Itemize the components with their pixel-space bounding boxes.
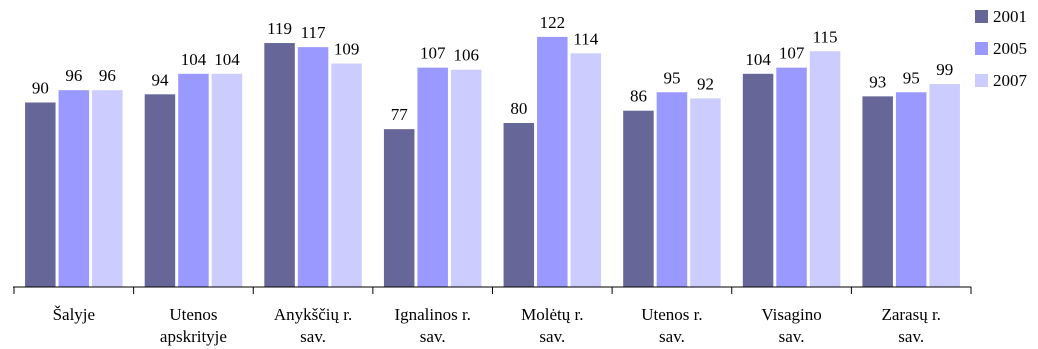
bar-2001-7 xyxy=(862,96,893,287)
bar-2007-4 xyxy=(570,53,602,287)
legend-label-2007: 2007 xyxy=(993,71,1028,90)
bar-2005-4 xyxy=(537,36,568,288)
category-label-2: Anykščių r. sav. xyxy=(274,305,352,346)
value-label-2007-1: 104 xyxy=(214,50,240,69)
bar-2005-1 xyxy=(178,73,209,287)
bar-2001-6 xyxy=(742,73,774,287)
category-label-1: Utenos apskrityje xyxy=(160,305,227,346)
bar-2005-3 xyxy=(417,67,448,288)
value-label-2007-3: 106 xyxy=(453,46,479,65)
x-axis xyxy=(13,286,972,294)
bar-2005-5 xyxy=(656,92,688,287)
value-label-2001-2: 119 xyxy=(267,19,292,38)
value-label-2005-2: 117 xyxy=(301,23,326,42)
legend-label-2001: 2001 xyxy=(993,7,1027,26)
value-label-2001-1: 94 xyxy=(151,70,169,89)
bar-2001-4 xyxy=(503,123,535,287)
legend-swatch-2007 xyxy=(975,74,988,87)
bar-2001-0 xyxy=(25,102,56,287)
value-label-2007-2: 109 xyxy=(334,40,360,59)
legend-label-2005: 2005 xyxy=(993,39,1027,58)
category-label-4: Molėtų r. sav. xyxy=(521,305,583,346)
value-label-2007-4: 114 xyxy=(573,29,598,48)
category-labels-group: Šalyje Utenos apskrityje Anykščių r. sav. Ign… xyxy=(53,305,941,346)
bar-2007-1 xyxy=(211,73,243,287)
category-label-0: Šalyje xyxy=(53,305,96,324)
bar-2007-6 xyxy=(809,51,841,287)
value-label-2001-4: 80 xyxy=(510,99,527,118)
category-label-5: Utenos r. sav. xyxy=(641,305,702,346)
bar-2007-3 xyxy=(450,69,482,287)
value-label-2005-4: 122 xyxy=(540,13,566,32)
value-label-2001-5: 86 xyxy=(630,87,647,106)
bar-2007-0 xyxy=(92,90,123,287)
value-label-2005-3: 107 xyxy=(420,44,446,63)
value-labels-group: 90 96 96 94 104 104 119 117 109 77 107 106 80 122 114 8… xyxy=(32,13,953,124)
value-label-2001-3: 77 xyxy=(391,105,409,124)
value-label-2005-1: 104 xyxy=(181,50,207,69)
value-label-2005-7: 95 xyxy=(903,68,920,87)
value-label-2001-0: 90 xyxy=(32,79,49,98)
bar-2001-5 xyxy=(623,110,654,287)
bar-2007-5 xyxy=(690,98,721,288)
value-label-2007-6: 115 xyxy=(813,27,838,46)
category-label-7: Zarasų r. sav. xyxy=(881,305,940,346)
bar-2001-1 xyxy=(144,94,176,287)
bar-2007-2 xyxy=(331,63,362,287)
value-label-2005-0: 96 xyxy=(65,66,82,85)
legend: 2001 2005 2007 xyxy=(975,7,1028,90)
value-label-2001-7: 93 xyxy=(869,72,886,91)
value-label-2001-6: 104 xyxy=(745,50,771,69)
value-label-2007-0: 96 xyxy=(99,66,116,85)
value-label-2007-7: 99 xyxy=(936,60,953,79)
value-label-2005-6: 107 xyxy=(779,44,805,63)
bar-2001-2 xyxy=(264,43,295,287)
value-label-2007-5: 92 xyxy=(697,74,714,93)
category-label-6: Visagino sav. xyxy=(761,305,821,346)
bar-2005-0 xyxy=(58,90,90,287)
bar-2001-3 xyxy=(383,129,415,287)
value-label-2005-5: 95 xyxy=(663,68,680,87)
bars-group xyxy=(25,36,960,288)
bar-2005-7 xyxy=(895,92,927,287)
legend-swatch-2001 xyxy=(975,10,988,23)
bar-2007-7 xyxy=(929,84,960,287)
category-label-3: Ignalinos r. sav. xyxy=(394,305,471,346)
bar-2005-6 xyxy=(776,67,807,288)
bar-2005-2 xyxy=(297,47,329,288)
legend-swatch-2005 xyxy=(975,42,988,55)
